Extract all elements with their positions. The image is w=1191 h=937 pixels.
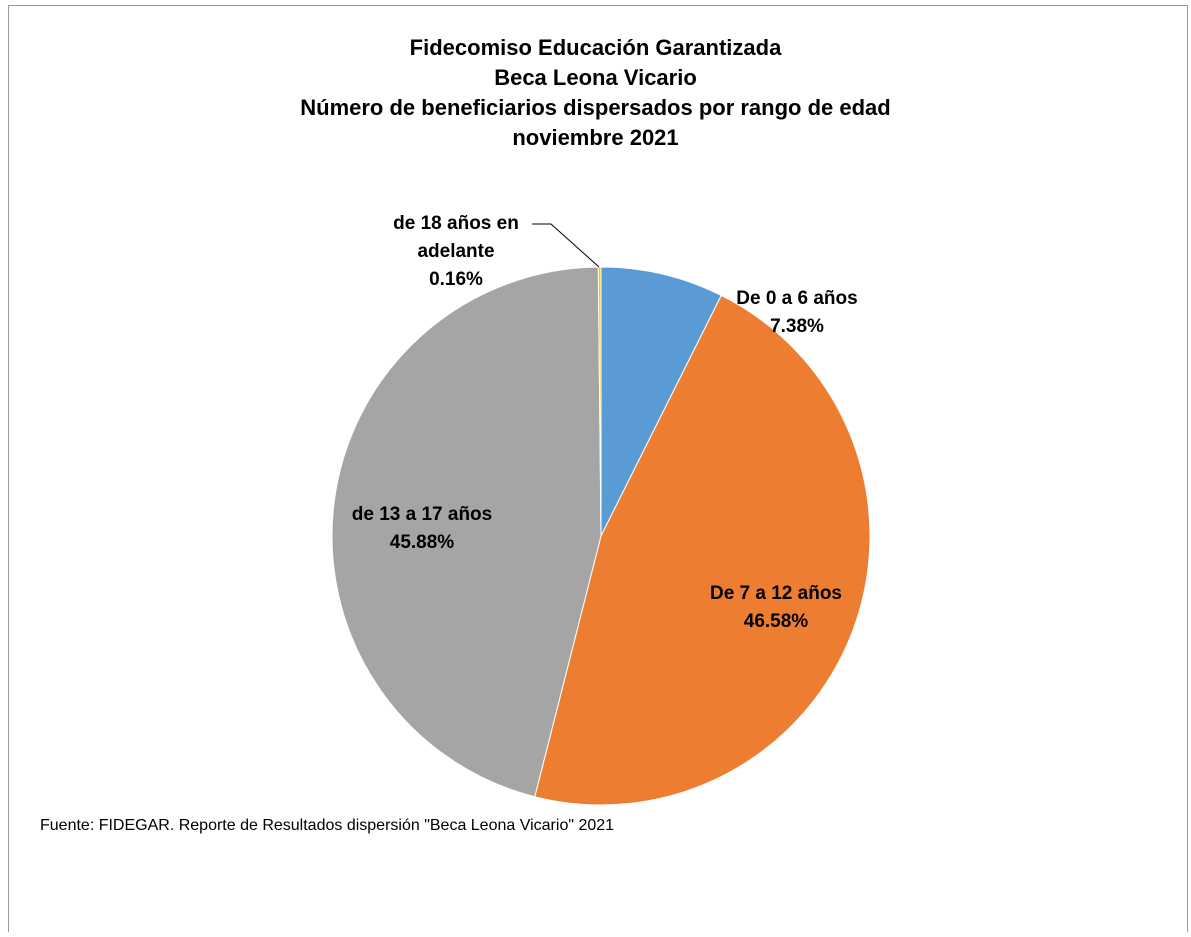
slice-value-label: 45.88% [390,532,455,553]
slice-value-label: 0.16% [429,269,483,290]
slice-label-4: de 18 años en adelante 0.16% [393,213,519,290]
chart-title: Fidecomiso Educación Garantizada Beca Le… [0,33,1191,153]
slice-category-label: adelante [417,241,494,262]
pie-slice-1 [600,266,722,537]
slice-value-label: 7.38% [770,316,824,337]
slice-category-label: De 7 a 12 años [710,583,842,604]
slice-category-label: de 13 a 17 años [352,504,492,525]
slice-labels: De 0 a 6 años 7.38% De 7 a 12 años 46.58% de… [352,213,858,632]
slice-category-label: De 0 a 6 años [736,288,857,309]
leader-line [532,223,600,268]
slice-label-1: De 0 a 6 años 7.38% [736,288,857,337]
source-note: Fuente: FIDEGAR. Reporte de Resultados d… [40,817,615,834]
chart-title-line-4: noviembre 2021 [512,125,679,150]
slice-value-label: 46.58% [744,611,809,632]
pie-slice-2 [534,294,871,806]
leader-lines [532,223,600,268]
slice-label-3: de 13 a 17 años 45.88% [352,504,492,553]
pie-slice-3 [331,266,602,798]
chart-title-line-3: Número de beneficiarios dispersados por … [300,95,891,120]
pie-slices [331,266,871,806]
chart-title-line-1: Fidecomiso Educación Garantizada [409,35,782,60]
slice-category-label: de 18 años en [393,213,519,234]
slice-label-2: De 7 a 12 años 46.58% [710,583,842,632]
chart-title-line-2: Beca Leona Vicario [494,65,697,90]
